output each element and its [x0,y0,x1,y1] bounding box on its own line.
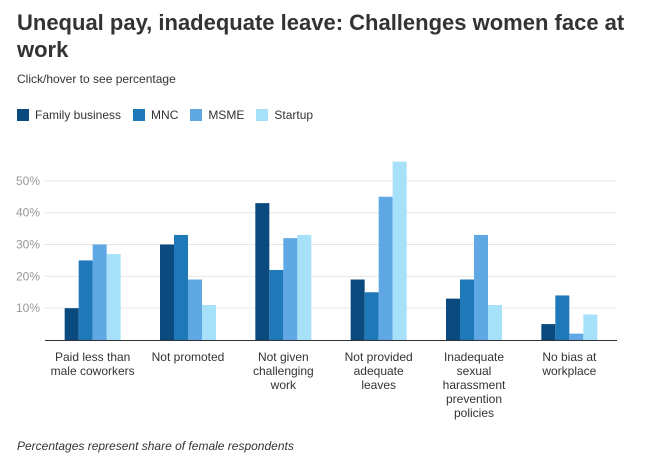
legend-label: MNC [151,108,179,122]
y-tick-label: 40% [16,206,40,220]
bar[interactable]: MSME: 2% [569,333,584,340]
bar[interactable]: Family business: 13% [446,298,460,340]
bar[interactable]: Family business: 30% [160,244,174,341]
bar[interactable]: Startup: 11% [488,304,502,340]
legend-swatch [17,109,29,121]
bar[interactable]: Startup: 56% [392,161,407,340]
bar[interactable]: MNC: 15% [364,292,379,340]
bar[interactable]: Startup: 8% [583,314,598,340]
bar[interactable]: Startup: 33% [297,234,312,340]
x-category-label: Not promoted [152,350,225,364]
bar[interactable]: MNC: 25% [78,260,93,340]
bar[interactable]: Family business: 5% [541,324,556,340]
bar[interactable]: MSME: 33% [474,234,488,340]
legend-item[interactable]: MNC [133,108,178,122]
bar[interactable]: MSME: 30% [92,244,107,341]
x-category-label: Not provided adequate leaves [345,350,413,392]
legend-swatch [133,109,146,121]
chart-subtitle: Click/hover to see percentage [17,72,176,86]
bar[interactable]: MSME: 45% [378,196,393,340]
legend-item[interactable]: Startup [256,108,313,122]
y-tick-label: 10% [16,301,40,315]
bar[interactable]: MSME: 19% [188,279,202,340]
y-tick-label: 20% [16,269,40,283]
bar[interactable]: Family business: 10% [64,308,79,340]
bar[interactable]: Startup: 27% [106,254,121,340]
legend: Family business MNC MSME Startup [17,108,325,122]
chart-title: Unequal pay, inadequate leave: Challenge… [17,10,625,62]
y-tick-label: 30% [16,238,40,252]
legend-label: MSME [208,108,245,122]
x-category-label: Paid less than male coworkers [51,350,135,378]
bar[interactable]: MSME: 32% [283,238,298,340]
bar[interactable]: Family business: 43% [255,203,270,340]
y-tick-label: 50% [16,174,40,188]
bar[interactable]: Startup: 11% [202,304,216,340]
bar[interactable]: MNC: 19% [460,279,474,340]
legend-item[interactable]: MSME [190,108,244,122]
x-category-label: No bias at workplace [541,350,597,378]
bar[interactable]: MNC: 33% [174,234,188,340]
bar[interactable]: Family business: 19% [350,279,365,340]
legend-label: Startup [274,108,314,122]
x-category-label: Inadequate sexual harassment prevention poli… [443,350,506,420]
legend-label: Family business [35,108,122,122]
legend-item[interactable]: Family business [17,108,121,122]
bar[interactable]: MNC: 22% [269,269,284,340]
bar[interactable]: MNC: 14% [555,295,570,340]
x-category-label: Not given challenging work [253,350,314,392]
legend-swatch [190,109,203,121]
footnote: Percentages represent share of female re… [17,439,294,453]
legend-swatch [256,109,269,121]
